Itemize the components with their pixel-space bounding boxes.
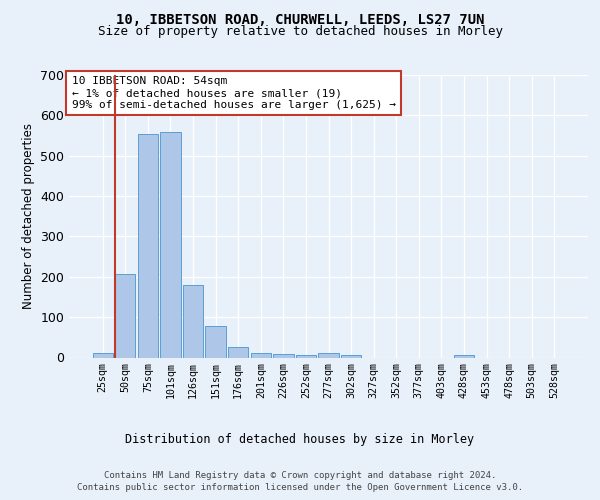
Bar: [251, 352, 271, 358]
Text: 10, IBBETSON ROAD, CHURWELL, LEEDS, LS27 7UN: 10, IBBETSON ROAD, CHURWELL, LEEDS, LS27…: [116, 12, 484, 26]
Bar: [341, 356, 361, 358]
Bar: [273, 354, 293, 358]
Bar: [205, 326, 226, 358]
Bar: [92, 353, 113, 358]
Bar: [160, 132, 181, 358]
Bar: [319, 353, 338, 358]
Text: 10 IBBETSON ROAD: 54sqm
← 1% of detached houses are smaller (19)
99% of semi-det: 10 IBBETSON ROAD: 54sqm ← 1% of detached…: [71, 76, 395, 110]
Bar: [228, 346, 248, 358]
Text: Contains public sector information licensed under the Open Government Licence v3: Contains public sector information licen…: [77, 482, 523, 492]
Y-axis label: Number of detached properties: Number of detached properties: [22, 123, 35, 309]
Text: Contains HM Land Registry data © Crown copyright and database right 2024.: Contains HM Land Registry data © Crown c…: [104, 471, 496, 480]
Bar: [138, 134, 158, 358]
Text: Distribution of detached houses by size in Morley: Distribution of detached houses by size …: [125, 432, 475, 446]
Bar: [454, 355, 474, 358]
Bar: [296, 354, 316, 358]
Bar: [183, 286, 203, 358]
Text: Size of property relative to detached houses in Morley: Size of property relative to detached ho…: [97, 25, 503, 38]
Bar: [115, 274, 136, 357]
